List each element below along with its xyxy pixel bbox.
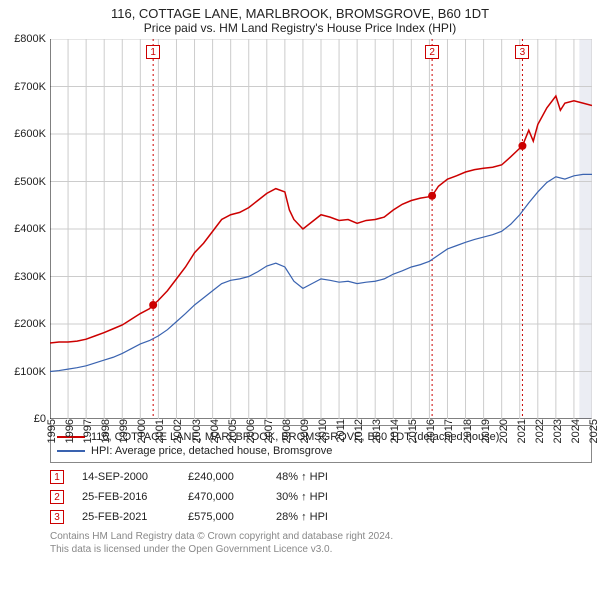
event-number: 2 [50, 490, 64, 504]
x-axis-label: 2013 [371, 419, 383, 443]
event-price: £470,000 [188, 491, 258, 503]
x-axis-label: 2015 [407, 419, 419, 443]
event-marker-dot [518, 142, 526, 150]
event-diff: 30% ↑ HPI [276, 491, 328, 503]
y-axis-label: £500K [14, 176, 46, 188]
chart-svg [50, 39, 592, 419]
x-axis-label: 2022 [534, 419, 546, 443]
x-axis-label: 2019 [480, 419, 492, 443]
x-axis-label: 2010 [317, 419, 329, 443]
x-axis-label: 2006 [245, 419, 257, 443]
x-axis-label: 2004 [209, 419, 221, 443]
legend-label: HPI: Average price, detached house, Brom… [91, 445, 332, 457]
chart-subtitle: Price paid vs. HM Land Registry's House … [0, 21, 600, 39]
event-marker-dot [149, 301, 157, 309]
x-axis-label: 2016 [425, 419, 437, 443]
x-axis-label: 1999 [118, 419, 130, 443]
x-axis-label: 2020 [498, 419, 510, 443]
x-axis-label: 2023 [552, 419, 564, 443]
event-number: 3 [50, 510, 64, 524]
x-axis-label: 2018 [462, 419, 474, 443]
x-axis-label: 2003 [191, 419, 203, 443]
y-axis-label: £200K [14, 318, 46, 330]
footer-attribution: Contains HM Land Registry data © Crown c… [50, 531, 592, 556]
event-row: 3 25-FEB-2021 £575,000 28% ↑ HPI [50, 507, 592, 527]
x-axis-label: 2008 [281, 419, 293, 443]
event-diff: 28% ↑ HPI [276, 511, 328, 523]
x-axis-label: 2021 [516, 419, 528, 443]
y-axis-label: £700K [14, 81, 46, 93]
events-table: 1 14-SEP-2000 £240,000 48% ↑ HPI 2 25-FEB-201… [50, 467, 592, 527]
event-marker-dot [428, 192, 436, 200]
x-axis-label: 1996 [64, 419, 76, 443]
legend-label: 116, COTTAGE LANE, MARLBROOK, BROMSGROVE… [91, 431, 499, 443]
x-axis-label: 1997 [82, 419, 94, 443]
footer-line-2: This data is licensed under the Open Gov… [50, 544, 592, 557]
event-diff: 48% ↑ HPI [276, 471, 328, 483]
x-axis-label: 2017 [443, 419, 455, 443]
y-axis-label: £600K [14, 128, 46, 140]
x-axis-label: 2011 [335, 419, 347, 443]
chart-title: 116, COTTAGE LANE, MARLBROOK, BROMSGROVE… [0, 0, 600, 21]
y-axis-label: £400K [14, 223, 46, 235]
event-date: 14-SEP-2000 [82, 471, 170, 483]
x-axis-label: 2000 [136, 419, 148, 443]
event-price: £240,000 [188, 471, 258, 483]
y-axis-label: £800K [14, 33, 46, 45]
event-number: 1 [50, 470, 64, 484]
x-axis-label: 1995 [46, 419, 58, 443]
x-axis-label: 2007 [263, 419, 275, 443]
event-date: 25-FEB-2016 [82, 491, 170, 503]
x-axis-label: 2005 [227, 419, 239, 443]
event-row: 1 14-SEP-2000 £240,000 48% ↑ HPI [50, 467, 592, 487]
event-marker-number: 2 [425, 45, 439, 59]
x-axis-label: 2009 [299, 419, 311, 443]
y-axis-label: £300K [14, 271, 46, 283]
legend-row: HPI: Average price, detached house, Brom… [57, 444, 585, 458]
x-axis-label: 2024 [570, 419, 582, 443]
chart-area: £0£100K£200K£300K£400K£500K£600K£700K£80… [50, 39, 592, 419]
x-axis-label: 2012 [353, 419, 365, 443]
y-axis-label: £100K [14, 366, 46, 378]
x-axis-label: 2014 [389, 419, 401, 443]
event-marker-number: 3 [515, 45, 529, 59]
x-axis-label: 2001 [154, 419, 166, 443]
footer-line-1: Contains HM Land Registry data © Crown c… [50, 531, 592, 544]
x-axis-label: 2025 [588, 419, 600, 443]
x-axis-label: 2002 [172, 419, 184, 443]
event-marker-number: 1 [146, 45, 160, 59]
x-axis-label: 1998 [100, 419, 112, 443]
event-row: 2 25-FEB-2016 £470,000 30% ↑ HPI [50, 487, 592, 507]
legend-swatch [57, 450, 85, 452]
event-price: £575,000 [188, 511, 258, 523]
y-axis-label: £0 [34, 413, 46, 425]
event-date: 25-FEB-2021 [82, 511, 170, 523]
